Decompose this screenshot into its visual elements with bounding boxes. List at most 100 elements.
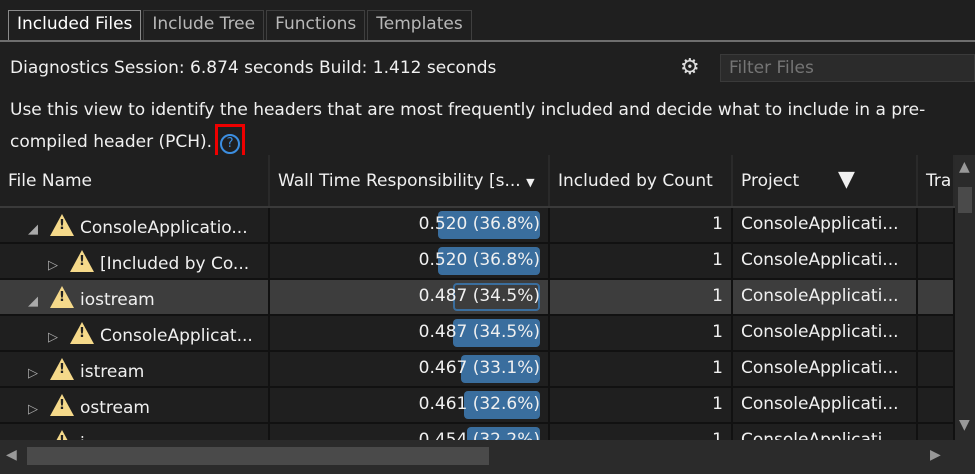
table-row[interactable]: ▷ istream 0.467 (33.1%) 1 ConsoleApplicat… xyxy=(0,352,955,388)
collapsed-arrow-icon[interactable]: ▷ xyxy=(28,366,38,381)
truncated-cell xyxy=(918,316,955,350)
description: Use this view to identify the headers th… xyxy=(10,96,970,160)
file-name: i... xyxy=(80,434,101,440)
question-icon: ? xyxy=(220,134,241,154)
warning-icon xyxy=(50,214,74,236)
expanded-arrow-icon[interactable]: ◢ xyxy=(28,294,38,309)
wall-time-bar xyxy=(464,391,540,419)
file-name: istream xyxy=(80,362,145,382)
table-row[interactable]: ◢ iostream 0.487 (34.5%) 1 ConsoleApplica… xyxy=(0,280,955,316)
count-cell: 1 xyxy=(550,208,733,242)
truncated-cell xyxy=(918,388,955,422)
count-cell: 1 xyxy=(550,388,733,422)
warning-icon xyxy=(50,394,74,416)
file-name: ConsoleApplicat... xyxy=(100,326,253,346)
wall-time-cell: 0.467 (33.1%) xyxy=(270,352,550,386)
wall-time-cell: 0.487 (34.5%) xyxy=(270,280,550,314)
filter-files-input[interactable] xyxy=(720,54,975,82)
wall-time-bar xyxy=(438,211,540,239)
scroll-right-icon[interactable]: ▶ xyxy=(930,447,941,463)
scroll-thumb[interactable] xyxy=(958,187,972,213)
wall-time-value: 0.461 (32.6%) xyxy=(418,394,540,414)
project-cell: ConsoleApplicati... xyxy=(733,352,918,386)
expanded-arrow-icon[interactable]: ◢ xyxy=(28,222,38,237)
truncated-cell xyxy=(918,208,955,242)
file-name-cell: ◢ ConsoleApplicatio... xyxy=(0,208,270,242)
scroll-thumb[interactable] xyxy=(27,447,489,465)
file-name: iostream xyxy=(80,290,155,310)
collapsed-arrow-icon[interactable]: ▷ xyxy=(48,330,58,345)
table-row[interactable]: ▷ ConsoleApplicat... 0.487 (34.5%) 1 Cons… xyxy=(0,316,955,352)
count-cell: 1 xyxy=(550,244,733,278)
count-cell: 1 xyxy=(550,280,733,314)
count-cell: 1 xyxy=(550,316,733,350)
file-name-cell: ▷ [Included by Co... xyxy=(0,244,270,278)
wall-time-cell: 0.520 (36.8%) xyxy=(270,208,550,242)
column-file-name[interactable]: File Name xyxy=(0,155,270,206)
column-included-by-count[interactable]: Included by Count xyxy=(550,155,733,206)
truncated-cell xyxy=(918,244,955,278)
wall-time-bar xyxy=(452,283,540,311)
warning-icon xyxy=(70,250,94,272)
truncated-cell xyxy=(918,280,955,314)
wall-time-bar xyxy=(438,247,540,275)
column-wall-time[interactable]: Wall Time Responsibility [s... ▼ xyxy=(270,155,550,206)
wall-time-bar xyxy=(461,355,540,383)
wall-time-value: 0.520 (36.8%) xyxy=(418,214,540,234)
wall-time-cell: 0.520 (36.8%) xyxy=(270,244,550,278)
file-name: ostream xyxy=(80,398,150,418)
wall-time-cell: 0.487 (34.5%) xyxy=(270,316,550,350)
tab-templates[interactable]: Templates xyxy=(367,10,472,41)
warning-icon xyxy=(50,430,74,440)
wall-time-value: 0.454 (32.2%) xyxy=(418,430,540,440)
wall-time-value: 0.487 (34.5%) xyxy=(418,286,540,306)
scroll-up-icon[interactable]: ▲ xyxy=(959,159,970,175)
scroll-left-icon[interactable]: ◀ xyxy=(6,447,17,463)
included-files-grid: File Name Wall Time Responsibility [s...… xyxy=(0,155,955,440)
project-cell: ConsoleApplicati... xyxy=(733,244,918,278)
divider xyxy=(0,40,975,42)
column-label: Project xyxy=(741,171,800,191)
file-name-cell: ▷ ConsoleApplicat... xyxy=(0,316,270,350)
tab-included-files[interactable]: Included Files xyxy=(8,10,142,41)
column-project[interactable]: Project ▼ xyxy=(733,155,918,206)
scroll-down-icon[interactable]: ▼ xyxy=(959,417,970,433)
tab-bar: Included Files Include Tree Functions Te… xyxy=(8,10,474,41)
table-row[interactable]: ▷ [Included by Co... 0.520 (36.8%) 1 Cons… xyxy=(0,244,955,280)
count-cell: 1 xyxy=(550,352,733,386)
file-name-cell: ▷ ostream xyxy=(0,388,270,422)
session-summary: Diagnostics Session: 6.874 seconds Build… xyxy=(10,58,497,78)
table-row[interactable]: ▷ ostream 0.461 (32.6%) 1 ConsoleApplicat… xyxy=(0,388,955,424)
truncated-cell xyxy=(918,352,955,386)
tab-functions[interactable]: Functions xyxy=(266,10,366,41)
vertical-scrollbar[interactable]: ▲ ▼ xyxy=(955,155,975,440)
truncated-cell xyxy=(918,424,955,440)
file-name: [Included by Co... xyxy=(100,254,250,274)
table-row[interactable]: ◢ ConsoleApplicatio... 0.520 (36.8%) 1 Co… xyxy=(0,208,955,244)
wall-time-value: 0.467 (33.1%) xyxy=(418,358,540,378)
warning-icon xyxy=(70,322,94,344)
collapsed-arrow-icon[interactable]: ▷ xyxy=(28,402,38,417)
collapsed-arrow-icon[interactable]: ▷ xyxy=(28,438,44,440)
file-name-cell: ◢ iostream xyxy=(0,280,270,314)
gear-icon[interactable]: ⚙ xyxy=(680,55,700,80)
wall-time-value: 0.487 (34.5%) xyxy=(418,322,540,342)
table-row[interactable]: ▷ i... 0.454 (32.2%) 1 ConsoleApplicati..… xyxy=(0,424,955,440)
project-cell: ConsoleApplicati... xyxy=(733,424,918,440)
column-truncated[interactable]: Tra xyxy=(918,155,955,206)
description-text: Use this view to identify the headers th… xyxy=(10,100,926,152)
horizontal-scrollbar[interactable]: ◀ ▶ xyxy=(0,440,975,474)
collapsed-arrow-icon[interactable]: ▷ xyxy=(48,258,58,273)
tab-include-tree[interactable]: Include Tree xyxy=(143,10,265,41)
filter-icon[interactable]: ▼ xyxy=(838,167,855,192)
project-cell: ConsoleApplicati... xyxy=(733,208,918,242)
file-name: ConsoleApplicatio... xyxy=(80,218,248,238)
wall-time-value: 0.520 (36.8%) xyxy=(418,250,540,270)
wall-time-cell: 0.461 (32.6%) xyxy=(270,388,550,422)
warning-icon xyxy=(50,286,74,308)
warning-icon xyxy=(50,358,74,380)
file-name-cell: ▷ i... xyxy=(0,424,270,440)
column-label: Wall Time Responsibility [s... xyxy=(278,171,521,191)
sort-desc-icon: ▼ xyxy=(526,176,535,189)
project-cell: ConsoleApplicati... xyxy=(733,388,918,422)
